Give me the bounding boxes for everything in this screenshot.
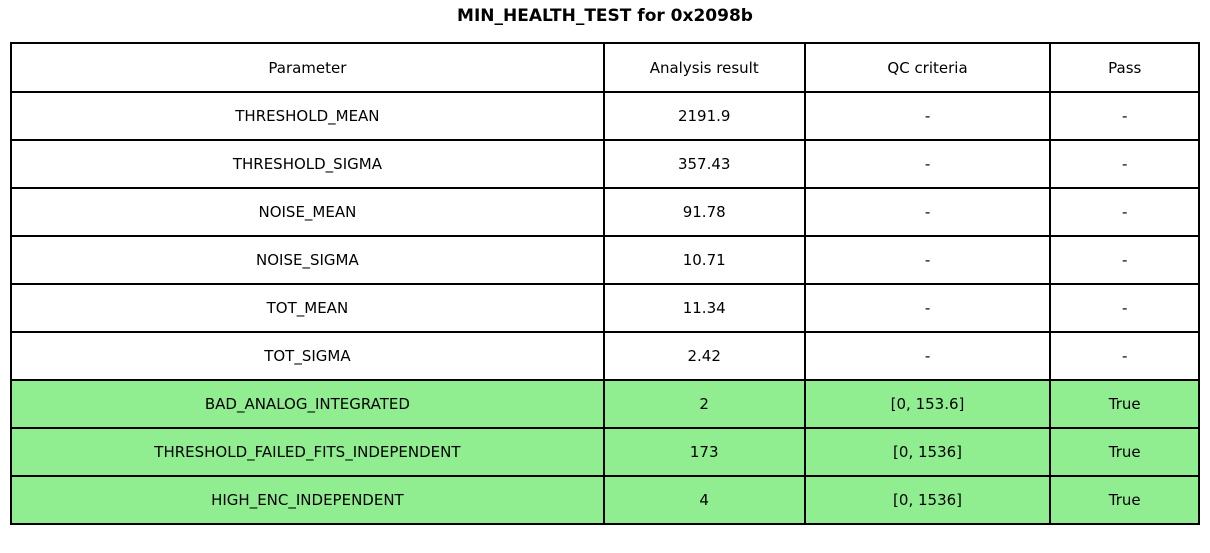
cell-qc-criteria: -	[803, 283, 1052, 333]
column-header-analysis-result: Analysis result	[602, 42, 806, 93]
table-row-passed: HIGH_ENC_INDEPENDENT 4 [0, 1536] True	[10, 475, 1200, 525]
cell-analysis-result: 2191.9	[602, 91, 806, 141]
health-test-table: Parameter Analysis result QC criteria Pa…	[10, 42, 1200, 525]
cell-qc-criteria: -	[803, 235, 1052, 285]
cell-parameter: TOT_MEAN	[10, 283, 605, 333]
cell-qc-criteria: -	[803, 91, 1052, 141]
cell-parameter: BAD_ANALOG_INTEGRATED	[10, 379, 605, 429]
cell-qc-criteria: [0, 1536]	[803, 475, 1052, 525]
table-row: THRESHOLD_SIGMA 357.43 - -	[10, 139, 1200, 189]
cell-pass: -	[1049, 139, 1200, 189]
cell-pass: -	[1049, 187, 1200, 237]
cell-parameter: NOISE_MEAN	[10, 187, 605, 237]
cell-parameter: NOISE_SIGMA	[10, 235, 605, 285]
cell-pass: -	[1049, 91, 1200, 141]
cell-pass: True	[1049, 427, 1200, 477]
cell-analysis-result: 2	[602, 379, 806, 429]
cell-qc-criteria: -	[803, 187, 1052, 237]
column-header-qc-criteria: QC criteria	[803, 42, 1052, 93]
cell-parameter: THRESHOLD_SIGMA	[10, 139, 605, 189]
cell-analysis-result: 10.71	[602, 235, 806, 285]
table-row: NOISE_SIGMA 10.71 - -	[10, 235, 1200, 285]
table-row: THRESHOLD_MEAN 2191.9 - -	[10, 91, 1200, 141]
cell-pass: True	[1049, 379, 1200, 429]
cell-pass: -	[1049, 331, 1200, 381]
cell-analysis-result: 173	[602, 427, 806, 477]
cell-analysis-result: 11.34	[602, 283, 806, 333]
cell-parameter: THRESHOLD_FAILED_FITS_INDEPENDENT	[10, 427, 605, 477]
figure-title: MIN_HEALTH_TEST for 0x2098b	[457, 6, 753, 26]
cell-qc-criteria: -	[803, 331, 1052, 381]
cell-analysis-result: 357.43	[602, 139, 806, 189]
cell-pass: -	[1049, 235, 1200, 285]
table-row-passed: THRESHOLD_FAILED_FITS_INDEPENDENT 173 [0…	[10, 427, 1200, 477]
cell-qc-criteria: [0, 153.6]	[803, 379, 1052, 429]
cell-qc-criteria: [0, 1536]	[803, 427, 1052, 477]
header-row: Parameter Analysis result QC criteria Pa…	[10, 42, 1200, 93]
cell-pass: -	[1049, 283, 1200, 333]
cell-parameter: HIGH_ENC_INDEPENDENT	[10, 475, 605, 525]
table-body: THRESHOLD_MEAN 2191.9 - - THRESHOLD_SIGM…	[10, 91, 1200, 525]
cell-pass: True	[1049, 475, 1200, 525]
column-header-parameter: Parameter	[10, 42, 605, 93]
table-row-passed: BAD_ANALOG_INTEGRATED 2 [0, 153.6] True	[10, 379, 1200, 429]
table-row: TOT_SIGMA 2.42 - -	[10, 331, 1200, 381]
table-row: TOT_MEAN 11.34 - -	[10, 283, 1200, 333]
cell-analysis-result: 91.78	[602, 187, 806, 237]
table-header: Parameter Analysis result QC criteria Pa…	[10, 42, 1200, 93]
cell-qc-criteria: -	[803, 139, 1052, 189]
cell-analysis-result: 4	[602, 475, 806, 525]
column-header-pass: Pass	[1049, 42, 1200, 93]
cell-parameter: TOT_SIGMA	[10, 331, 605, 381]
table-row: NOISE_MEAN 91.78 - -	[10, 187, 1200, 237]
cell-parameter: THRESHOLD_MEAN	[10, 91, 605, 141]
cell-analysis-result: 2.42	[602, 331, 806, 381]
